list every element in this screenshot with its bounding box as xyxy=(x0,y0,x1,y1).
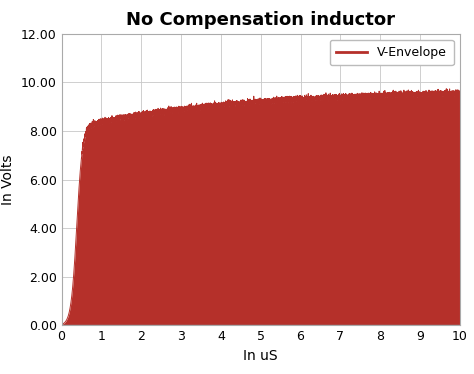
Y-axis label: In Volts: In Volts xyxy=(1,154,15,205)
Legend: V-Envelope: V-Envelope xyxy=(330,40,454,65)
X-axis label: In uS: In uS xyxy=(243,349,278,363)
Title: No Compensation inductor: No Compensation inductor xyxy=(126,11,395,29)
